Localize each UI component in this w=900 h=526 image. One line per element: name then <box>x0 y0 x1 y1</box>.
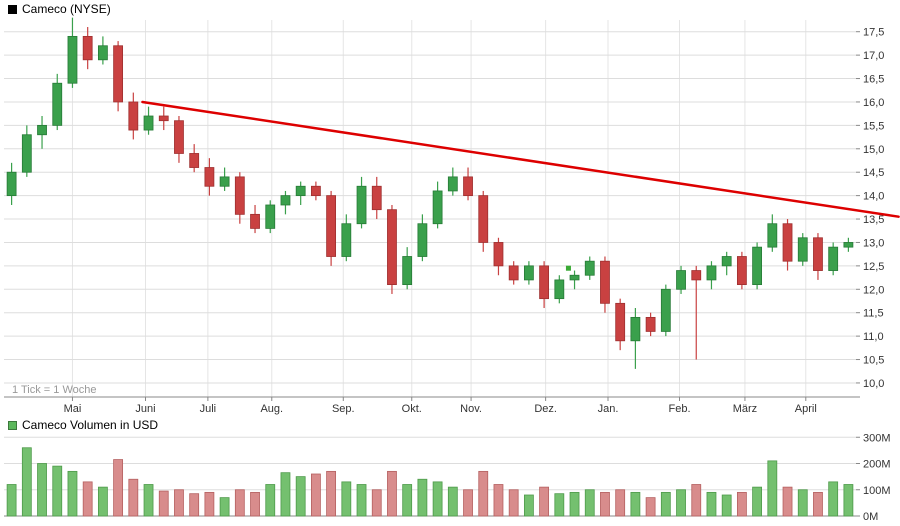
svg-text:Jan.: Jan. <box>598 403 619 415</box>
price-series-swatch-icon <box>8 4 17 14</box>
svg-text:200M: 200M <box>863 459 891 471</box>
svg-text:10,5: 10,5 <box>863 355 884 367</box>
svg-text:Okt.: Okt. <box>402 403 422 415</box>
price-chart-title: Cameco (NYSE) <box>22 2 111 16</box>
svg-text:Nov.: Nov. <box>460 403 482 415</box>
volume-series-swatch-icon <box>8 420 17 430</box>
svg-text:100M: 100M <box>863 485 891 497</box>
svg-text:Juni: Juni <box>135 403 155 415</box>
svg-text:März: März <box>733 403 757 415</box>
svg-text:Dez.: Dez. <box>534 403 557 415</box>
price-chart-legend: Cameco (NYSE) <box>8 2 111 16</box>
svg-text:300M: 300M <box>863 432 891 444</box>
svg-text:13,0: 13,0 <box>863 237 884 249</box>
volume-chart-title: Cameco Volumen in USD <box>22 418 159 432</box>
svg-text:13,5: 13,5 <box>863 214 884 226</box>
svg-text:Mai: Mai <box>64 403 82 415</box>
tick-resolution-note: 1 Tick = 1 Woche <box>12 384 97 396</box>
svg-text:14,0: 14,0 <box>863 191 884 203</box>
svg-text:April: April <box>795 403 817 415</box>
svg-text:12,5: 12,5 <box>863 261 884 273</box>
svg-text:14,5: 14,5 <box>863 167 884 179</box>
svg-text:Aug.: Aug. <box>260 403 283 415</box>
volume-chart-legend: Cameco Volumen in USD <box>8 418 158 432</box>
svg-text:12,0: 12,0 <box>863 284 884 296</box>
svg-text:16,0: 16,0 <box>863 97 884 109</box>
svg-text:11,5: 11,5 <box>863 308 884 320</box>
svg-text:Feb.: Feb. <box>669 403 691 415</box>
svg-text:Juli: Juli <box>200 403 217 415</box>
svg-text:16,5: 16,5 <box>863 74 884 86</box>
svg-text:11,0: 11,0 <box>863 331 884 343</box>
svg-text:15,5: 15,5 <box>863 120 884 132</box>
svg-text:Sep.: Sep. <box>332 403 355 415</box>
svg-text:10,0: 10,0 <box>863 378 884 390</box>
svg-text:17,0: 17,0 <box>863 50 884 62</box>
svg-text:15,0: 15,0 <box>863 144 884 156</box>
svg-text:0M: 0M <box>863 511 878 523</box>
svg-text:17,5: 17,5 <box>863 27 884 39</box>
